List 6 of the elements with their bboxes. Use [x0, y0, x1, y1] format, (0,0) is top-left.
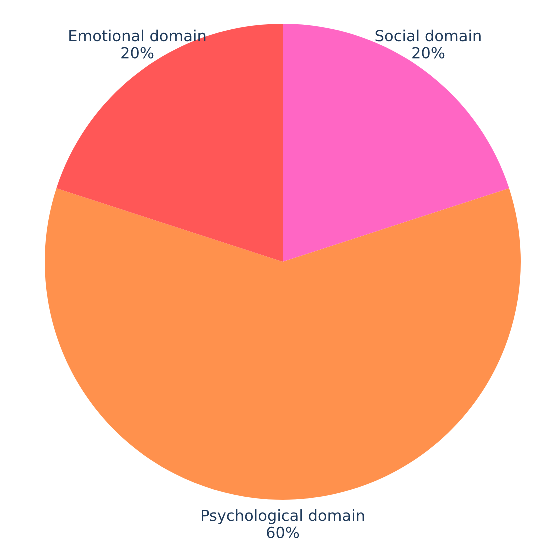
data-label: 20%	[412, 47, 445, 59]
slice-label: Psychological domain	[202, 510, 364, 524]
slice-label: Emotional domain	[70, 30, 206, 42]
data-label: 60%	[267, 526, 300, 538]
data-label: 20%	[122, 47, 154, 59]
slice-label: Social domain	[376, 30, 481, 42]
